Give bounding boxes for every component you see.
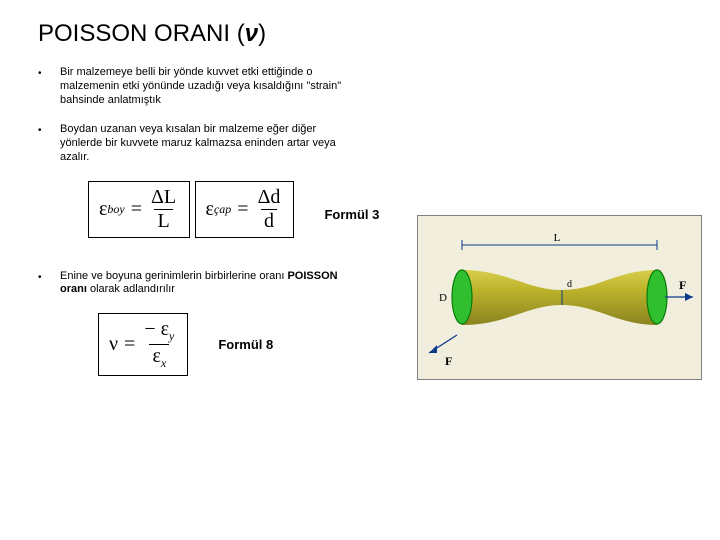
svg-text:L: L [554, 232, 561, 244]
rod-diagram: F F L d D [417, 215, 702, 380]
rod-end-left [452, 270, 472, 324]
eps-symbol: ε [99, 198, 107, 221]
title-symbol: ν [245, 20, 258, 47]
equals-sign: = [124, 333, 135, 356]
denominator: L [154, 209, 172, 233]
eq-eps-boy: εboy = ΔL L [88, 181, 190, 238]
formula-3-equations: εboy = ΔL L εçap = Δd d [88, 181, 294, 248]
formula-3-label: Formül 3 [324, 207, 379, 222]
numerator: − εy [141, 318, 177, 344]
numerator: Δd [255, 186, 284, 209]
denominator: d [261, 209, 277, 233]
title-prefix: POISSON ORANI ( [38, 20, 245, 47]
svg-text:F: F [445, 354, 452, 368]
svg-text:D: D [439, 292, 447, 304]
eps-x-sub: x [161, 356, 166, 370]
bullet-marker: • [38, 66, 60, 79]
eps-y: ε [161, 318, 169, 340]
equals-sign: = [237, 198, 248, 221]
eps-y-sub: y [169, 329, 174, 343]
eq-poisson: ν = − εy εx [98, 313, 188, 376]
eq-eps-cap: εçap = Δd d [195, 181, 295, 238]
bullet-text-3: Enine ve boyuna gerinimlerin birbirlerin… [60, 270, 348, 298]
fraction-deltaL-L: ΔL L [148, 186, 179, 233]
bullet-text: Boydan uzanan veya kısalan bir malzeme e… [60, 123, 348, 164]
eps-symbol: ε [206, 198, 214, 221]
bullet-marker: • [38, 270, 60, 283]
nu-symbol: ν [109, 333, 118, 356]
rod-end-right [647, 270, 667, 324]
numerator: ΔL [148, 186, 179, 209]
fraction-poisson: − εy εx [141, 318, 177, 371]
eps-sub-cap: çap [214, 202, 231, 217]
bullet-marker: • [38, 123, 60, 136]
formula-8-label: Formül 8 [218, 337, 273, 352]
page-title: POISSON ORANI (ν) [38, 20, 682, 48]
minus-sign: − [144, 318, 155, 340]
svg-text:F: F [679, 278, 686, 292]
denominator: εx [149, 344, 169, 371]
svg-text:d: d [567, 279, 572, 290]
fraction-deltad-d: Δd d [255, 186, 284, 233]
dimension-D: D [439, 292, 447, 304]
equals-sign: = [131, 198, 142, 221]
eps-sub-boy: boy [107, 202, 124, 217]
bullet-item: • Bir malzemeye belli bir yönde kuvvet e… [38, 66, 348, 107]
title-suffix: ) [258, 20, 266, 47]
bullet-item: • Boydan uzanan veya kısalan bir malzeme… [38, 123, 348, 164]
bullet-item: • Enine ve boyuna gerinimlerin birbirler… [38, 270, 348, 298]
bullet-text: Bir malzemeye belli bir yönde kuvvet etk… [60, 66, 348, 107]
eps-x: ε [152, 345, 160, 367]
